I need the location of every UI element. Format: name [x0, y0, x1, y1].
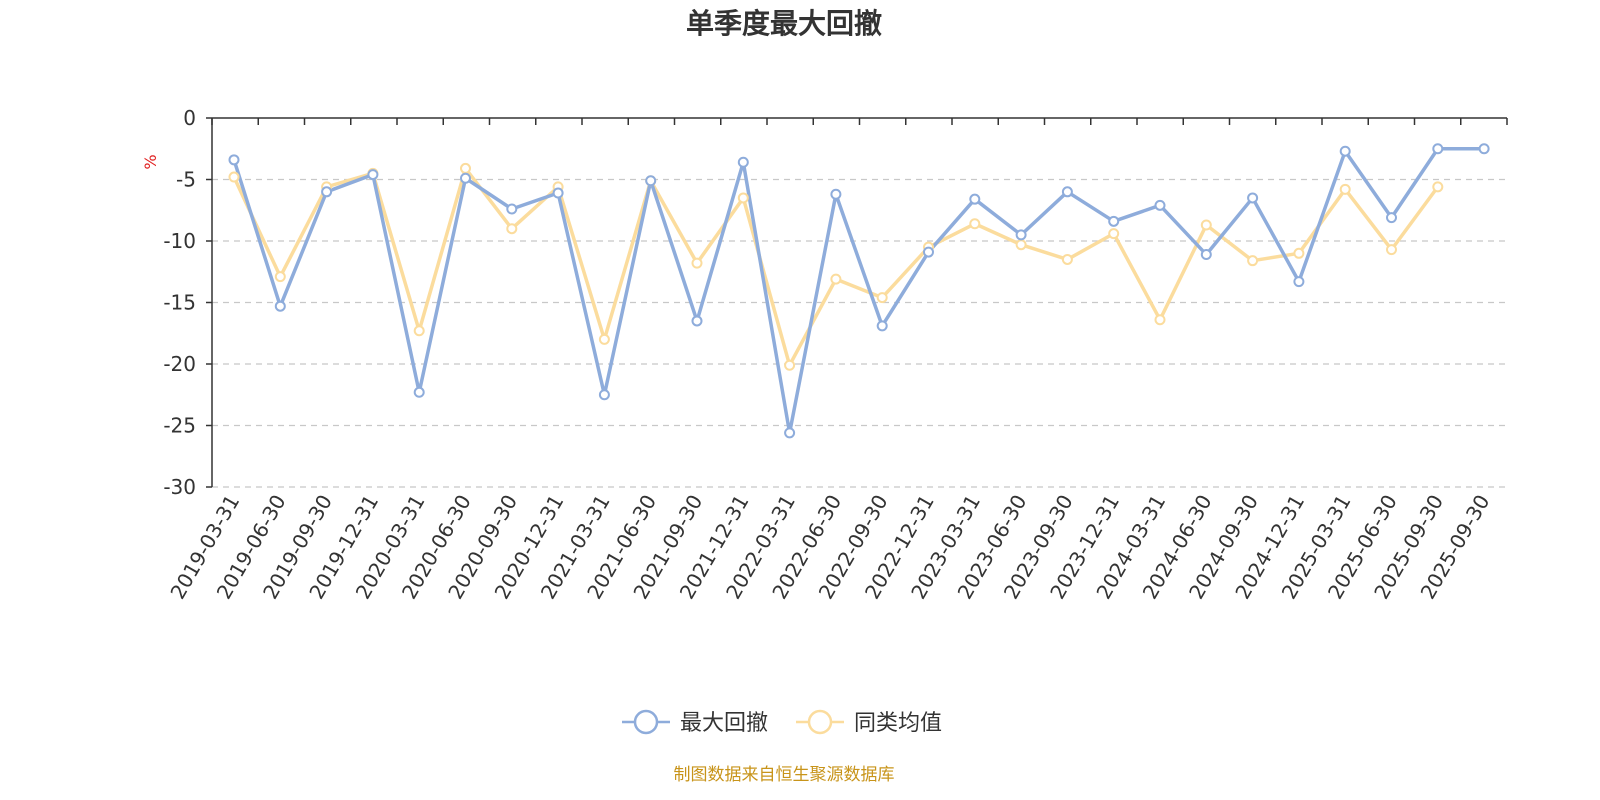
data-point[interactable] — [1293, 276, 1305, 288]
data-point[interactable] — [691, 257, 703, 269]
data-point[interactable] — [274, 300, 286, 312]
data-point[interactable] — [1015, 229, 1027, 241]
data-point[interactable] — [876, 320, 888, 332]
data-point[interactable] — [506, 203, 518, 215]
data-point[interactable] — [1386, 212, 1397, 224]
data-point[interactable] — [784, 427, 796, 439]
axes: 0-5-10-15-20-25-302019-03-312019-06-3020… — [163, 106, 1508, 603]
data-point[interactable] — [1108, 228, 1120, 240]
data-point[interactable] — [737, 192, 749, 204]
data-point[interactable] — [552, 187, 564, 199]
data-point[interactable] — [1015, 239, 1027, 251]
data-point[interactable] — [598, 333, 610, 345]
y-tick-label: -5 — [176, 168, 196, 192]
legend-label: 同类均值 — [854, 711, 942, 736]
series-points — [228, 143, 1490, 439]
data-point[interactable] — [1200, 219, 1212, 231]
legend-marker — [807, 709, 833, 735]
legend-marker — [633, 709, 659, 735]
data-point[interactable] — [367, 169, 379, 181]
y-tick-label: -10 — [163, 229, 196, 253]
legend-item-0[interactable]: 最大回撤 — [622, 709, 768, 736]
y-tick-label: -30 — [163, 475, 196, 499]
data-point[interactable] — [598, 389, 610, 401]
data-point[interactable] — [691, 315, 703, 327]
data-point[interactable] — [923, 246, 934, 258]
data-point[interactable] — [645, 175, 657, 187]
data-point[interactable] — [1293, 247, 1305, 259]
series-line-0 — [232, 147, 1485, 435]
data-point[interactable] — [1108, 215, 1120, 227]
data-point[interactable] — [1154, 314, 1166, 326]
data-point[interactable] — [969, 193, 981, 205]
data-point[interactable] — [1432, 143, 1444, 155]
data-point[interactable] — [460, 162, 471, 174]
data-point[interactable] — [506, 223, 518, 235]
y-tick-label: -20 — [163, 352, 196, 376]
data-point[interactable] — [1339, 145, 1351, 157]
data-point[interactable] — [1061, 186, 1073, 198]
data-point[interactable] — [1154, 199, 1166, 211]
data-point[interactable] — [1432, 181, 1444, 193]
data-point[interactable] — [1200, 249, 1212, 261]
y-tick-label: 0 — [183, 106, 196, 130]
legend: 最大回撤 同类均值 — [622, 709, 942, 736]
data-point[interactable] — [1247, 255, 1259, 267]
data-point[interactable] — [876, 292, 888, 304]
data-point[interactable] — [1386, 244, 1397, 256]
y-tick-label: -25 — [163, 414, 196, 438]
y-tick-label: -15 — [163, 291, 196, 315]
data-point[interactable] — [228, 171, 240, 183]
data-point[interactable] — [460, 172, 471, 184]
data-point[interactable] — [413, 386, 425, 398]
data-point[interactable] — [737, 156, 749, 168]
data-point[interactable] — [784, 359, 796, 371]
data-point[interactable] — [1339, 183, 1351, 195]
data-point[interactable] — [830, 273, 842, 285]
legend-label: 最大回撤 — [680, 711, 768, 736]
grid-lines — [212, 178, 1507, 488]
chart-title: 单季度最大回撤 — [686, 7, 882, 40]
data-point[interactable] — [1247, 192, 1259, 204]
data-point[interactable] — [274, 271, 286, 283]
legend-item-1[interactable]: 同类均值 — [796, 709, 942, 736]
source-note: 制图数据来自恒生聚源数据库 — [674, 765, 895, 785]
data-point[interactable] — [830, 188, 842, 200]
data-point[interactable] — [969, 218, 981, 230]
data-point[interactable] — [321, 186, 333, 198]
data-point[interactable] — [1478, 143, 1490, 155]
data-point[interactable] — [1061, 253, 1073, 265]
data-point[interactable] — [228, 154, 240, 166]
data-point[interactable] — [413, 325, 425, 337]
y-axis-unit-label: % — [141, 154, 160, 169]
